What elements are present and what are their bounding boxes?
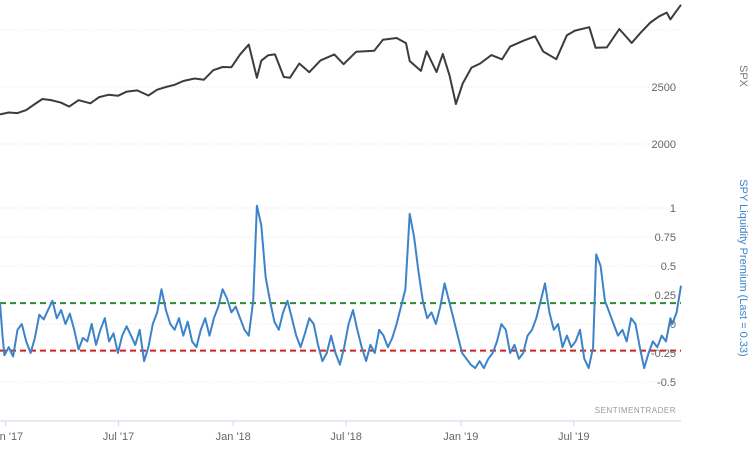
x-tick-label: Jan '17: [0, 431, 23, 443]
threshold-lines: [0, 302, 681, 352]
axis-ticks: 2000 2500 -0.5 -0.25 0 0.25 0.5 0.75 1 Jan '17 Jul…: [0, 82, 676, 443]
liquidity-y-tick-label: 0: [670, 319, 676, 331]
liquidity-axis-title: SPY Liquidity Premium (Last = 0.33): [737, 179, 749, 356]
series-lines: [0, 4, 682, 370]
liquidity-y-tick-label: 0.5: [661, 261, 676, 273]
liquidity-y-tick-label: 1: [670, 203, 676, 215]
spx-y-tick-label: 2000: [652, 139, 676, 151]
credit-label: SENTIMENTRADER: [595, 406, 676, 415]
spx-series-line: [0, 4, 682, 116]
spx-y-tick-label: 2500: [652, 82, 676, 94]
x-tick-label: Jan '18: [216, 431, 251, 443]
liquidity-y-tick-label: 0.25: [655, 290, 676, 302]
spx-axis-title: SPX: [737, 65, 749, 88]
liquidity-y-tick-label: 0.75: [655, 232, 676, 244]
liquidity-y-tick-label: -0.25: [651, 348, 676, 360]
x-tick-label: Jul '18: [330, 431, 361, 443]
liquidity-series-line: [0, 204, 682, 370]
x-tick-label: Jul '17: [103, 431, 134, 443]
x-tick-label: Jan '19: [443, 431, 478, 443]
gridlines: [0, 29, 681, 383]
x-tick-label: Jul '19: [558, 431, 589, 443]
liquidity-y-tick-label: -0.5: [657, 377, 676, 389]
